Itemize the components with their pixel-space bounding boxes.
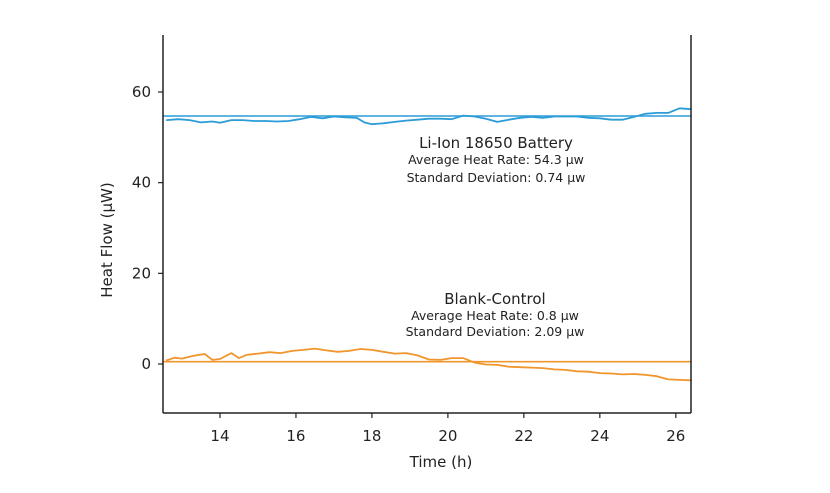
x-tick-label: 14 bbox=[210, 427, 229, 445]
battery-heat-flow-line bbox=[165, 107, 692, 126]
x-tick-label: 22 bbox=[514, 427, 533, 445]
x-tick-label: 20 bbox=[438, 427, 457, 445]
x-tick-label: 24 bbox=[590, 427, 609, 445]
y-tick-label: 20 bbox=[132, 264, 151, 282]
battery-annotation: Li-Ion 18650 Battery Average Heat Rate: … bbox=[407, 134, 586, 185]
y-axis-label: Heat Flow (µW) bbox=[98, 182, 116, 297]
x-tick-label: 16 bbox=[286, 427, 305, 445]
y-tick-label: 60 bbox=[132, 83, 151, 101]
x-axis-label: Time (h) bbox=[409, 453, 473, 471]
control-annotation-stddev: Standard Deviation: 2.09 µw bbox=[406, 324, 585, 339]
x-tick-label: 18 bbox=[362, 427, 381, 445]
battery-annotation-stddev: Standard Deviation: 0.74 µw bbox=[407, 170, 586, 185]
battery-annotation-title: Li-Ion 18650 Battery bbox=[419, 134, 573, 152]
plot-area bbox=[162, 107, 692, 382]
y-tick-label: 0 bbox=[141, 355, 151, 373]
control-heat-flow-line bbox=[165, 347, 692, 382]
x-axis-ticks: 14 16 18 20 22 24 26 bbox=[210, 413, 685, 445]
control-annotation-average: Average Heat Rate: 0.8 µw bbox=[411, 308, 579, 323]
y-tick-label: 40 bbox=[132, 174, 151, 192]
control-annotation-title: Blank-Control bbox=[444, 290, 545, 308]
x-tick-label: 26 bbox=[666, 427, 685, 445]
battery-annotation-average: Average Heat Rate: 54.3 µw bbox=[408, 152, 584, 167]
y-axis-ticks: 0 20 40 60 bbox=[132, 83, 163, 373]
control-annotation: Blank-Control Average Heat Rate: 0.8 µw … bbox=[406, 290, 585, 339]
